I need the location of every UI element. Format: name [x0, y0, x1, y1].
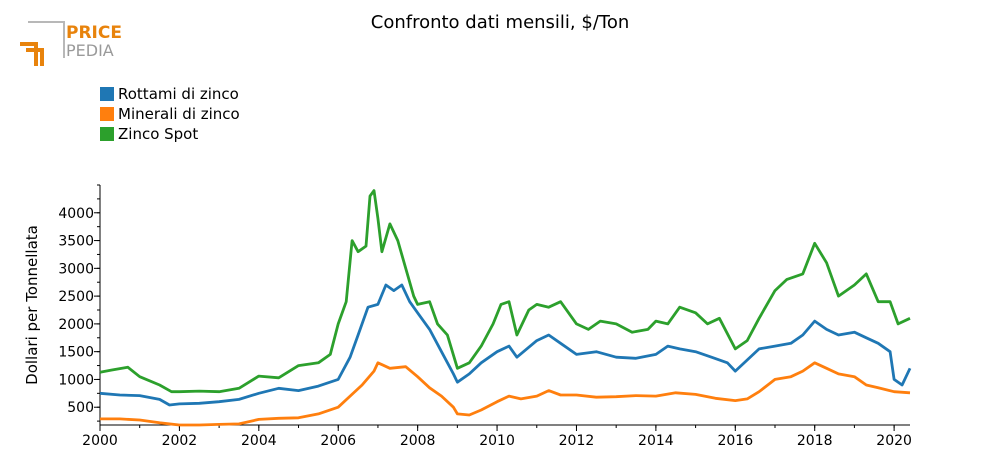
chart-title: Confronto dati mensili, $/Ton [370, 12, 630, 33]
pricepedia-logo-icon: PRICE PEDIA [20, 21, 122, 66]
series-line-minerali [100, 361, 911, 427]
legend: Rottami di zinco Minerali di zinco Zinco… [100, 84, 240, 144]
series-line-rottami [99, 283, 912, 407]
y-tick-label: 3000 [58, 261, 94, 277]
x-tick-label: 2000 [82, 433, 118, 449]
legend-item-minerali[interactable]: Minerali di zinco [100, 104, 240, 124]
y-tick-label: 4000 [58, 206, 94, 222]
legend-swatch [100, 87, 114, 101]
x-tick-label: 2008 [400, 433, 436, 449]
legend-swatch [100, 127, 114, 141]
legend-label: Rottami di zinco [118, 85, 239, 103]
y-tick-label: 2000 [58, 317, 94, 333]
y-tick-label: 500 [67, 400, 94, 416]
legend-label: Zinco Spot [118, 125, 199, 143]
x-tick-label: 2020 [876, 433, 912, 449]
legend-swatch [100, 107, 114, 121]
x-tick-label: 2004 [241, 433, 277, 449]
y-tick-label: 1500 [58, 345, 94, 361]
legend-label: Minerali di zinco [118, 105, 240, 123]
y-tick-label: 2500 [58, 289, 94, 305]
logo-text-price: PRICE [66, 23, 122, 43]
x-tick-label: 2012 [559, 433, 595, 449]
series-line-zinco-spot [99, 189, 911, 394]
series-lines [99, 189, 912, 427]
x-tick-label: 2002 [162, 433, 198, 449]
y-tick-label: 1000 [58, 372, 94, 388]
pricepedia-logo: PRICE PEDIA [18, 18, 128, 68]
x-tick-label: 2016 [717, 433, 753, 449]
logo-text-pedia: PEDIA [66, 41, 114, 60]
legend-item-zinco-spot[interactable]: Zinco Spot [100, 124, 240, 144]
x-tick-label: 2010 [479, 433, 515, 449]
axes: 500 1000 1500 2000 2500 3000 3500 4000 2000 2002 2… [58, 184, 912, 449]
x-tick-label: 2018 [797, 433, 833, 449]
legend-item-rottami[interactable]: Rottami di zinco [100, 84, 240, 104]
x-tick-label: 2014 [638, 433, 674, 449]
y-tick-label: 3500 [58, 234, 94, 250]
y-axis-title: Dollari per Tonnellata [23, 225, 41, 385]
x-tick-label: 2006 [320, 433, 356, 449]
